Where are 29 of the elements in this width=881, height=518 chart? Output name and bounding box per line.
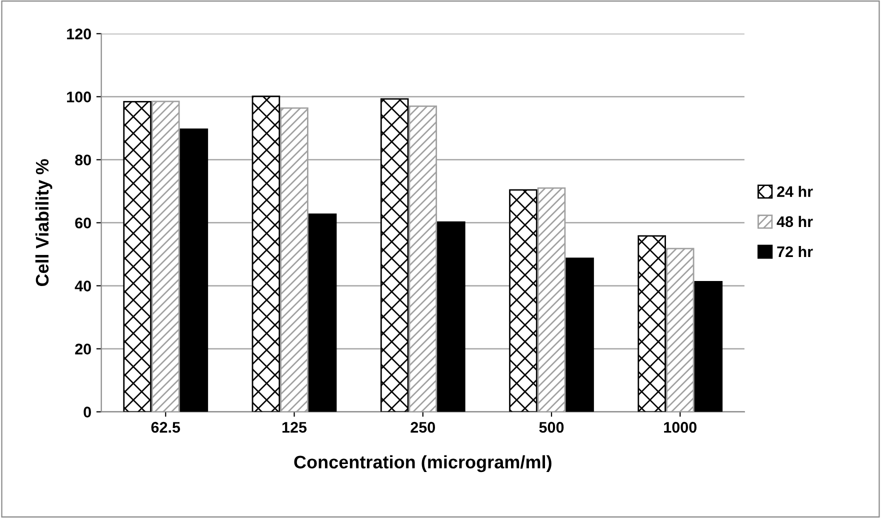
- x-axis-title: Concentration (microgram/ml): [294, 455, 552, 472]
- bar: [566, 258, 594, 412]
- bar: [380, 98, 409, 412]
- y-tick-label: 40: [74, 280, 91, 292]
- bar: [180, 128, 208, 412]
- x-tick-label: 500: [539, 422, 564, 433]
- legend-label: 72 hr: [777, 246, 813, 258]
- bar: [666, 248, 694, 412]
- bar: [509, 189, 538, 412]
- y-tick-label: 80: [75, 154, 91, 166]
- y-tick-label: 20: [75, 344, 91, 354]
- y-tick-label: 120: [67, 28, 91, 40]
- y-tick-label: 60: [75, 218, 91, 228]
- y-tick-label: 100: [67, 92, 91, 102]
- bar: [252, 96, 280, 412]
- bar: [437, 221, 466, 412]
- legend-label: 24 hr: [777, 186, 813, 197]
- x-tick-label: 125: [282, 422, 307, 433]
- y-axis-title: Cell Viability %: [35, 159, 52, 286]
- bar: [123, 101, 152, 412]
- x-tick-label: 250: [410, 422, 435, 433]
- x-tick-label: 62.5: [151, 422, 180, 433]
- x-tick-label: 1000: [664, 422, 696, 433]
- bar: [151, 100, 180, 412]
- y-tick-label: 0: [84, 406, 91, 418]
- bar: [308, 214, 337, 412]
- bar: [638, 235, 666, 412]
- bar: [694, 280, 723, 412]
- legend-label: 48 hr: [776, 216, 813, 228]
